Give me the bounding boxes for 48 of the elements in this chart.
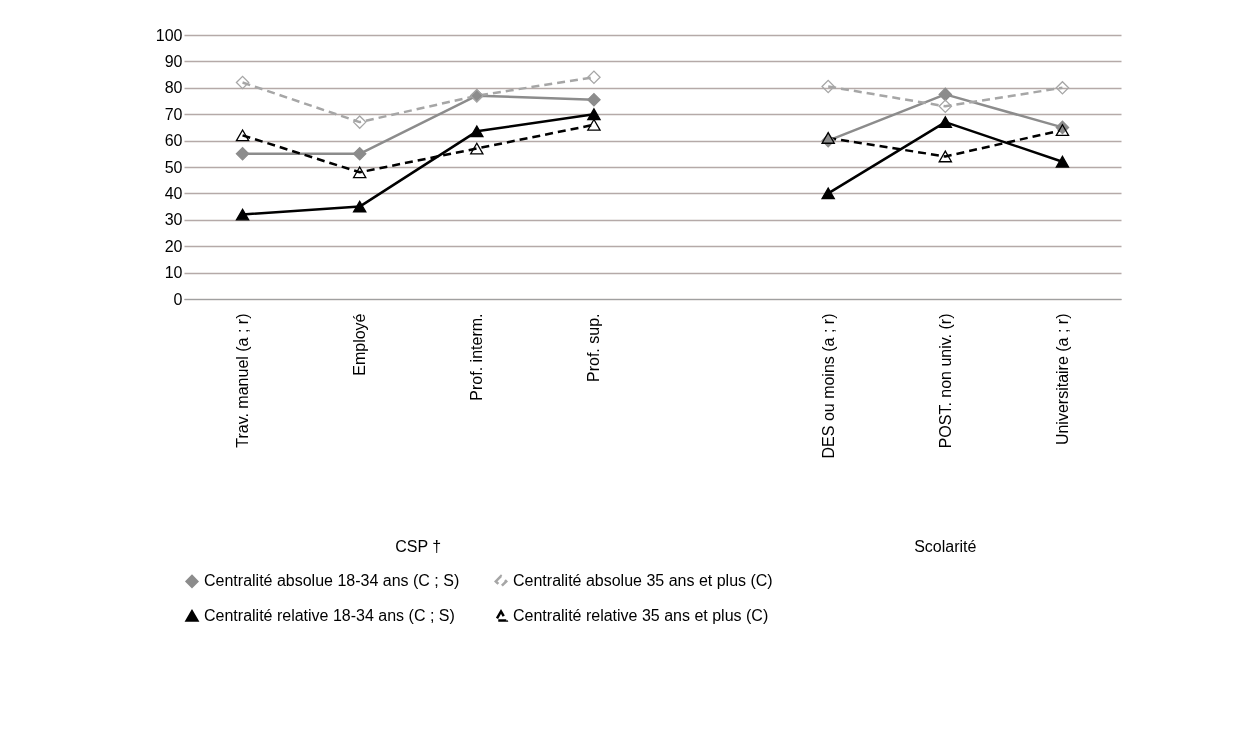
point (1055, 155, 1070, 168)
point (938, 99, 953, 114)
point (352, 147, 367, 161)
point (587, 108, 601, 121)
legend-label: Centralité relative 18-34 ans (C ; S) (204, 607, 455, 624)
point (352, 166, 367, 179)
point (352, 115, 367, 129)
x-tick-label: DES ou moins (a ; r) (819, 313, 837, 459)
point (235, 208, 250, 221)
text: Scolarité (914, 538, 977, 555)
point (821, 132, 835, 144)
y-tick-label: 70 (164, 105, 183, 123)
y-tick-label: 50 (164, 158, 183, 176)
x-tick-label: Prof. interm. (468, 313, 486, 401)
x-tick-label: Employé (351, 313, 369, 376)
point (587, 118, 601, 131)
y-tick-label: 10 (164, 264, 183, 282)
point (587, 92, 601, 107)
y-tick-label: 20 (164, 237, 183, 255)
point (470, 125, 484, 138)
y-tick-label: 60 (164, 132, 183, 150)
text: CSP † (395, 538, 442, 555)
legend-label: Centralité absolue 18-34 ans (C ; S) (204, 572, 460, 590)
y-tick-label: 40 (164, 184, 183, 202)
x-tick-label: POST. non univ. (r) (936, 313, 954, 449)
point (352, 200, 367, 213)
point (235, 147, 250, 161)
point (938, 116, 953, 129)
point (821, 79, 835, 94)
y-tick-label: 80 (164, 79, 183, 97)
legend-label: Centralité absolue 35 ans et plus (C) (513, 572, 773, 590)
point (938, 87, 953, 102)
point (1055, 81, 1070, 95)
x-tick-label: Universitaire (a ; r) (1053, 313, 1071, 446)
y-tick-label: 30 (164, 211, 183, 229)
x-tick-label: Trav. manuel (a ; r) (234, 313, 252, 448)
y-tick-label: 100 (155, 26, 183, 44)
point (470, 142, 484, 155)
point (235, 129, 250, 142)
point (587, 70, 601, 85)
y-tick-label: 90 (164, 52, 183, 70)
point (235, 75, 250, 90)
legend-label: Centralité relative 35 ans et plus (C) (513, 607, 769, 624)
point (821, 187, 835, 200)
point (938, 150, 953, 163)
x-tick-label: Prof. sup. (585, 313, 603, 382)
point (1055, 124, 1070, 136)
y-tick-label: 0 (173, 290, 183, 308)
